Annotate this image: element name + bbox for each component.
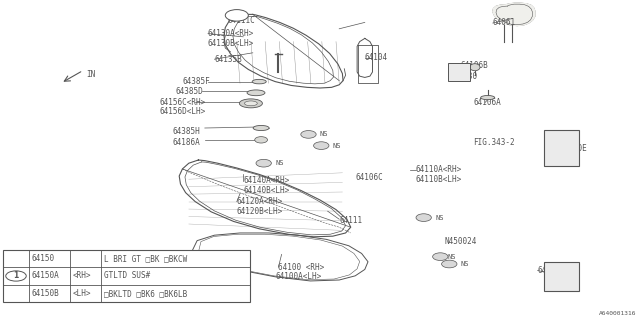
Ellipse shape [247, 90, 265, 96]
Text: 64100A<LH>: 64100A<LH> [275, 272, 321, 281]
Text: 64110B<LH>: 64110B<LH> [416, 175, 462, 184]
Text: 64385H: 64385H [173, 127, 200, 136]
Text: 64130F: 64130F [538, 266, 565, 275]
Text: 64120A<RH>: 64120A<RH> [237, 197, 283, 206]
Text: 64130B<LH>: 64130B<LH> [208, 39, 254, 48]
Text: 64106A: 64106A [474, 98, 501, 107]
Text: 64106C: 64106C [355, 173, 383, 182]
Bar [544, 262, 579, 291]
Bar [544, 130, 579, 166]
Text: 64156D<LH>: 64156D<LH> [160, 108, 206, 116]
Circle shape [255, 137, 268, 143]
Circle shape [442, 260, 457, 268]
Text: 64186A: 64186A [173, 138, 200, 147]
Text: GTLTD SUS#: GTLTD SUS# [104, 271, 150, 281]
Text: 64135B: 64135B [214, 55, 242, 64]
Text: L BRI GT □BK □BKCW: L BRI GT □BK □BKCW [104, 254, 187, 263]
Text: NS: NS [448, 254, 456, 260]
Ellipse shape [470, 64, 480, 71]
Circle shape [433, 253, 448, 260]
Text: NS: NS [435, 215, 444, 220]
Text: 64150: 64150 [31, 254, 54, 263]
Text: 1: 1 [234, 11, 239, 20]
Text: IN: IN [86, 70, 95, 79]
Text: 64150B: 64150B [31, 289, 59, 298]
Circle shape [6, 271, 26, 281]
Text: 64140A<RH>: 64140A<RH> [243, 176, 289, 185]
Circle shape [256, 159, 271, 167]
Text: NS: NS [333, 143, 341, 148]
Text: NS: NS [275, 160, 284, 166]
Text: N450024: N450024 [445, 237, 477, 246]
Text: 64111: 64111 [339, 216, 362, 225]
Text: NS: NS [461, 261, 469, 267]
Text: 64110A<RH>: 64110A<RH> [416, 165, 462, 174]
Bar [3, 250, 250, 302]
Text: 64130E: 64130E [560, 144, 588, 153]
Text: 64111C: 64111C [227, 16, 255, 25]
Text: <LH>: <LH> [73, 289, 92, 298]
Text: 64104: 64104 [365, 53, 388, 62]
Text: 64150A: 64150A [31, 271, 59, 281]
Text: 64385F: 64385F [182, 77, 210, 86]
Bar [448, 63, 470, 81]
Text: □BKLTD □BK6 □BK6LB: □BKLTD □BK6 □BK6LB [104, 289, 187, 298]
Circle shape [416, 214, 431, 221]
Text: 64140B<LH>: 64140B<LH> [243, 186, 289, 195]
Text: 64385D: 64385D [176, 87, 204, 96]
Text: FIG.343-2: FIG.343-2 [474, 138, 515, 147]
Text: A640001316: A640001316 [599, 311, 637, 316]
Text: 64061: 64061 [493, 18, 516, 27]
Text: 64100 <RH>: 64100 <RH> [278, 263, 324, 272]
Text: 64130A<RH>: 64130A<RH> [208, 29, 254, 38]
Circle shape [301, 131, 316, 138]
Ellipse shape [481, 95, 495, 100]
Text: 64130: 64130 [454, 72, 477, 81]
Text: 1: 1 [13, 271, 19, 281]
Ellipse shape [252, 79, 266, 84]
Text: 64120B<LH>: 64120B<LH> [237, 207, 283, 216]
Ellipse shape [239, 99, 262, 108]
Text: 64106B: 64106B [461, 61, 488, 70]
Circle shape [314, 142, 329, 149]
Ellipse shape [253, 125, 269, 131]
Ellipse shape [244, 101, 257, 106]
Text: 64156C<RH>: 64156C<RH> [160, 98, 206, 107]
Polygon shape [493, 3, 535, 26]
Text: NS: NS [320, 132, 328, 137]
Text: <RH>: <RH> [73, 271, 92, 281]
Circle shape [225, 10, 248, 21]
